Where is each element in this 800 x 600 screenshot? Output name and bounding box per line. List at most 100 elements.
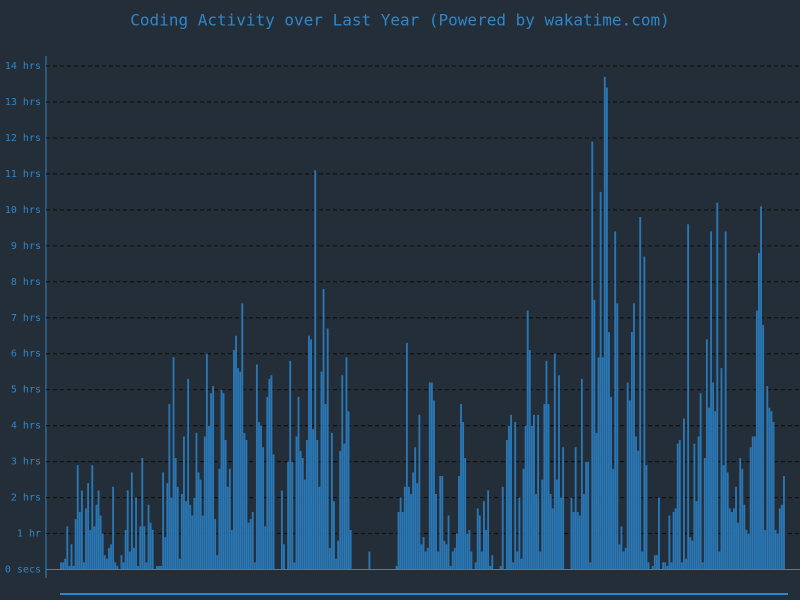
bar [724,231,727,570]
bar [470,551,473,570]
bar [672,511,675,570]
bar [312,429,315,570]
bar [626,382,629,570]
bar [85,508,87,570]
bar [637,450,640,570]
bar [620,526,623,570]
bar [168,404,171,570]
bar [405,342,408,570]
y-tick-label: 6 hrs [11,349,41,360]
bar [543,404,546,570]
y-tick-label: 7 hrs [11,313,41,324]
bar [74,519,77,570]
bar [310,339,312,570]
bar [191,515,194,570]
bar [218,468,221,570]
bar [108,547,110,570]
y-tick-label: 1 hr [17,529,41,540]
bar [458,475,460,570]
bar [230,529,233,570]
bar [783,475,785,570]
bar [93,526,96,570]
bar [160,565,162,570]
bar [751,436,754,570]
bar [78,511,81,570]
y-tick-label: 11 hrs [5,169,41,180]
bar [343,443,346,570]
bar [591,141,594,570]
bar [99,515,102,570]
bar [772,422,775,570]
chart-title: Coding Activity over Last Year (Powered … [130,11,669,30]
bar [266,396,269,570]
bar [778,508,781,570]
bar [639,217,642,570]
bar [768,407,771,570]
bar [328,547,331,570]
bar [247,522,250,570]
bar [212,386,215,570]
bar [714,411,717,570]
bar [478,515,481,570]
bar [683,418,685,570]
bar [780,504,783,570]
bar [570,497,573,570]
bar [430,382,433,570]
bar [749,447,752,570]
bar [270,375,273,570]
bar [730,511,733,570]
y-tick-label: 10 hrs [5,205,41,216]
bar [701,562,704,570]
bar [301,458,304,570]
bar [293,562,296,570]
bar [280,490,283,570]
bar [733,508,735,570]
bar [112,486,115,570]
bar [526,310,529,570]
bar [562,447,565,570]
bar [110,544,112,570]
bar [718,551,721,570]
bar [64,558,67,570]
bar [243,432,246,570]
bar [580,378,583,570]
bar [395,565,398,570]
bar [601,357,604,570]
bar [666,565,669,570]
bar [97,490,100,570]
bar [258,422,260,570]
bar [599,191,602,570]
bar [633,303,635,570]
bar [537,414,540,570]
bar [143,526,146,570]
bar [114,562,117,570]
bar [520,558,523,570]
bar [401,511,404,570]
bar [205,353,208,570]
bar [453,547,456,570]
bar [245,440,248,570]
bar [241,303,244,570]
y-tick-label: 2 hrs [11,493,41,504]
bar [155,565,158,570]
bar [583,493,585,570]
bar [214,519,217,570]
bar [745,529,748,570]
bar [349,529,352,570]
bar [522,468,525,570]
bar [418,414,421,570]
bar [262,447,265,570]
bar [551,508,554,570]
bar [514,422,517,570]
bar [422,537,425,570]
bar [264,526,267,570]
bar [345,357,348,570]
bar [239,371,242,570]
bar [491,555,494,570]
bar [449,565,452,570]
bar [176,486,179,570]
bar [747,533,750,570]
bar [195,432,198,570]
bar [739,458,742,570]
bar [251,511,254,570]
